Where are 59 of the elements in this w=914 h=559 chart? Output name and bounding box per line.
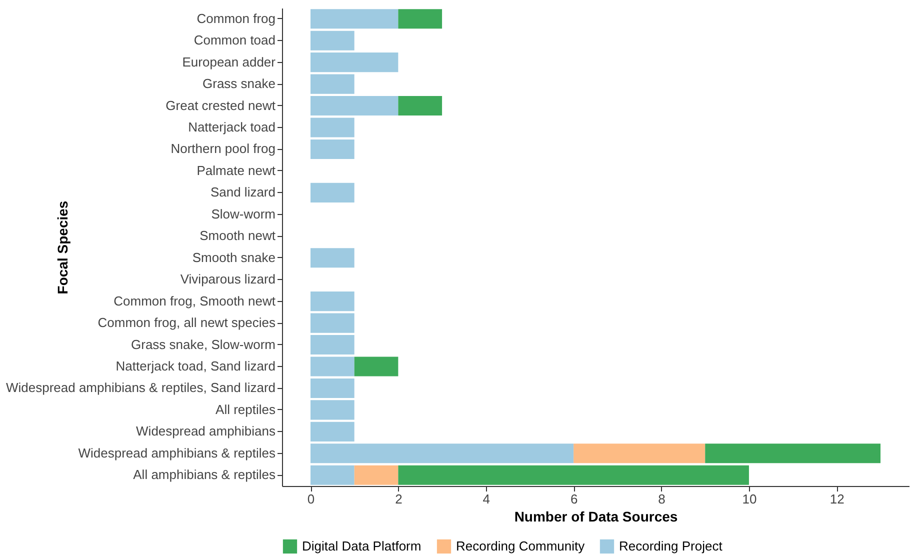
legend-label: Recording Community bbox=[456, 538, 586, 554]
bar bbox=[310, 52, 398, 72]
bar bbox=[310, 313, 354, 333]
y-tick-label: Northern pool frog bbox=[170, 141, 276, 156]
x-tick-label: 0 bbox=[307, 492, 315, 506]
y-tick-label: All amphibians & reptiles bbox=[133, 467, 276, 482]
bar bbox=[398, 96, 442, 116]
bar bbox=[310, 248, 354, 268]
bar bbox=[574, 444, 706, 464]
bar bbox=[310, 356, 354, 376]
y-tick-label: Widespread amphibians bbox=[136, 424, 276, 439]
bar bbox=[310, 465, 354, 485]
bar bbox=[310, 9, 398, 29]
y-tick-label: Great crested newt bbox=[166, 98, 276, 113]
x-tick-label: 10 bbox=[742, 492, 757, 506]
bar bbox=[310, 292, 354, 312]
y-tick-label: Smooth snake bbox=[192, 250, 276, 265]
bar bbox=[310, 139, 354, 160]
bar bbox=[310, 118, 354, 138]
bar bbox=[310, 334, 354, 355]
bar bbox=[310, 96, 398, 116]
y-tick-label: Common toad bbox=[194, 32, 276, 48]
x-tick-label: 12 bbox=[830, 492, 844, 506]
bar bbox=[705, 444, 880, 464]
y-tick-label: Common frog, Smooth newt bbox=[114, 293, 276, 308]
bar bbox=[310, 74, 354, 94]
bar bbox=[398, 465, 749, 485]
y-tick-label: Widespread amphibians & reptiles, Sand lizard bbox=[6, 380, 276, 396]
bar bbox=[310, 30, 354, 50]
y-tick-label: Slow-worm bbox=[211, 206, 276, 222]
bar bbox=[398, 9, 442, 29]
y-tick-label: Smooth newt bbox=[200, 228, 276, 244]
y-tick-label: European adder bbox=[182, 54, 276, 70]
bar bbox=[310, 444, 574, 464]
bar bbox=[354, 465, 398, 485]
y-tick-label: Common frog bbox=[196, 10, 276, 26]
y-tick-label: Common frog, all newt species bbox=[98, 315, 276, 330]
bar bbox=[310, 422, 354, 442]
y-tick-label: Viviparous lizard bbox=[180, 272, 276, 287]
x-axis-title: Number of Data Sources bbox=[514, 508, 678, 524]
y-tick-label: Widespread amphibians & reptiles bbox=[78, 445, 276, 460]
x-tick-label: 2 bbox=[395, 492, 402, 506]
bar bbox=[310, 182, 354, 202]
y-tick-label: All reptiles bbox=[216, 402, 276, 417]
y-tick-label: Sand lizard bbox=[210, 184, 276, 200]
x-tick-label: 8 bbox=[658, 492, 666, 506]
legend-label: Digital Data Platform bbox=[302, 538, 422, 554]
y-tick-label: Natterjack toad, Sand lizard bbox=[116, 358, 276, 374]
bar bbox=[310, 378, 354, 398]
legend-label: Recording Project bbox=[619, 538, 723, 554]
y-tick-label: Natterjack toad bbox=[188, 120, 276, 134]
bar bbox=[354, 356, 398, 376]
y-axis-title: Focal Species bbox=[54, 200, 70, 294]
y-tick-label: Palmate newt bbox=[196, 162, 276, 178]
y-tick-label: Grass snake bbox=[202, 76, 276, 92]
x-tick-label: 6 bbox=[570, 492, 578, 506]
y-tick-label: Grass snake, Slow-worm bbox=[131, 336, 276, 352]
bar bbox=[310, 400, 354, 420]
x-tick-label: 4 bbox=[482, 492, 490, 506]
